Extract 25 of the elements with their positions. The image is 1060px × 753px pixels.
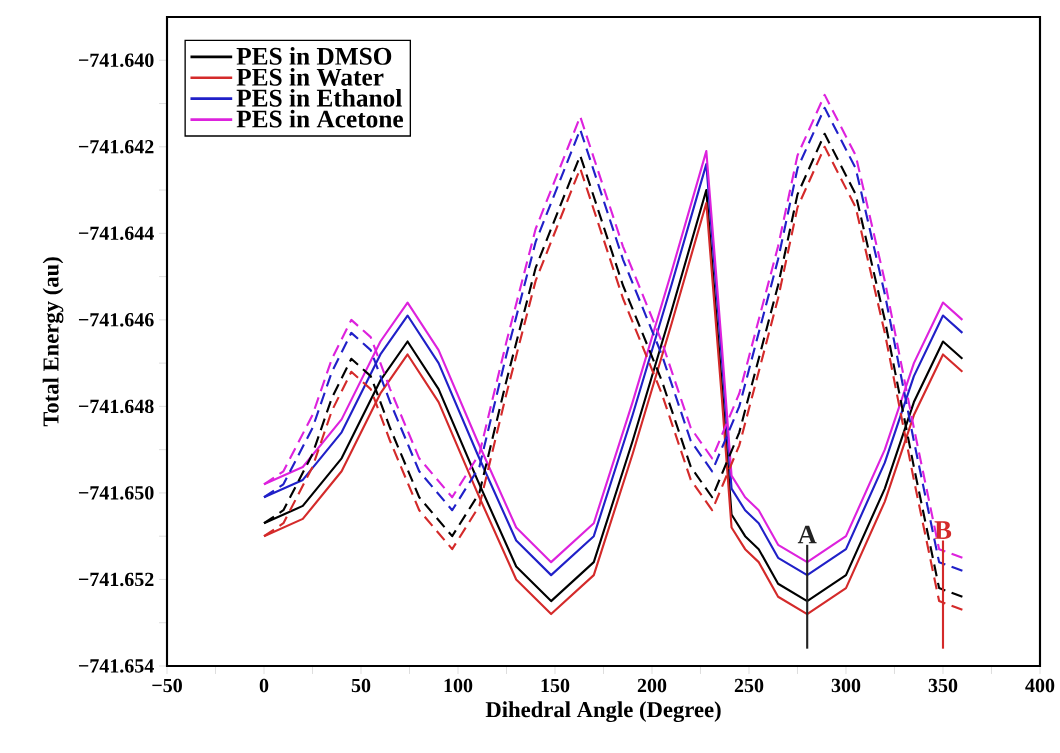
x-tick-label: 0 <box>259 678 269 693</box>
y-tick-label: −741.652 <box>78 572 154 587</box>
x-tick-label: 250 <box>734 678 764 693</box>
y-axis-title: Total Energy (au) <box>42 257 64 427</box>
y-tick-label: −741.646 <box>78 313 154 327</box>
legend-label: PES in Water <box>236 67 384 86</box>
x-tick-label: −50 <box>152 678 182 693</box>
x-axis-title: Dihedral Angle (Degree) <box>485 701 721 723</box>
y-tick-label: −741.640 <box>78 53 154 68</box>
legend-label: PES in Acetone <box>236 109 404 128</box>
annotation: A <box>797 525 817 544</box>
y-tick-label: −741.644 <box>78 226 154 241</box>
x-tick-label: 300 <box>831 678 861 693</box>
x-tick-label: 200 <box>637 678 667 693</box>
legend-label: PES in DMSO <box>236 47 392 65</box>
y-tick-label: −741.654 <box>78 659 154 673</box>
legend-label: PES in Ethanol <box>236 88 402 107</box>
y-tick-label: −741.648 <box>78 399 154 414</box>
x-tick-label: 100 <box>444 678 473 693</box>
x-tick-label: 50 <box>351 678 371 693</box>
y-tick-label: −741.650 <box>78 486 154 500</box>
x-tick-label: 400 <box>1025 678 1055 693</box>
y-tick-label: −741.642 <box>78 140 154 154</box>
x-tick-label: 150 <box>541 678 570 693</box>
x-tick-label: 350 <box>928 678 958 693</box>
